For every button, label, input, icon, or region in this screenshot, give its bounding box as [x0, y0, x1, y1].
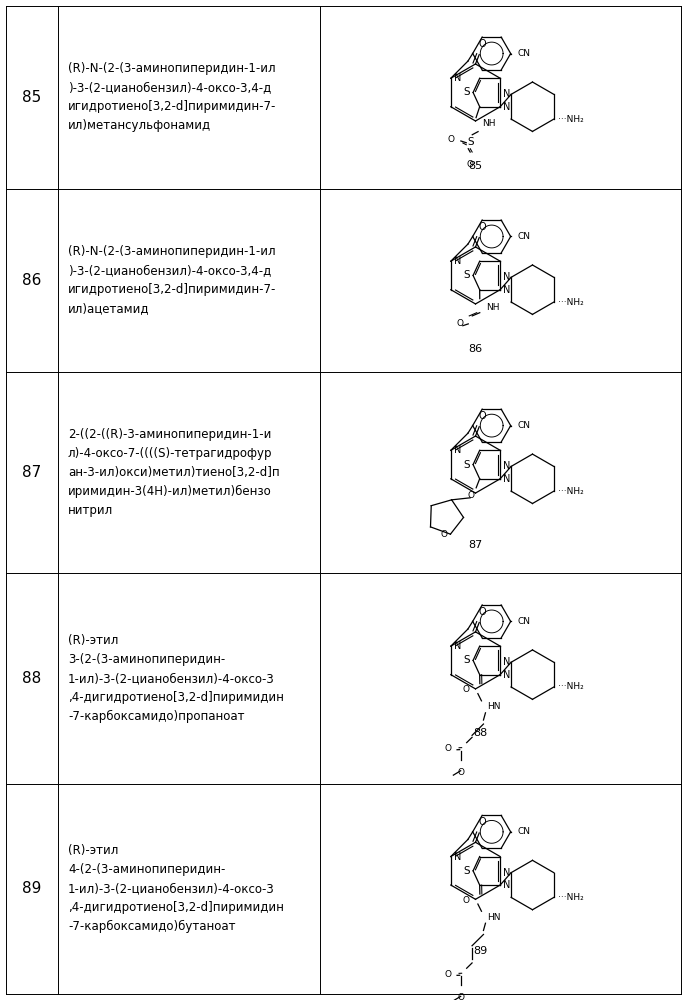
Text: N: N [503, 474, 510, 484]
Text: O: O [466, 160, 473, 169]
Text: 86: 86 [469, 344, 482, 354]
Text: N: N [503, 657, 510, 667]
Text: S: S [464, 655, 471, 665]
Text: S: S [464, 866, 471, 876]
Text: N: N [453, 852, 461, 862]
Text: N: N [503, 102, 510, 112]
Text: S: S [464, 460, 471, 470]
Text: HN: HN [488, 702, 501, 711]
Text: 85: 85 [469, 161, 482, 171]
Text: N: N [503, 89, 510, 99]
Text: (R)-этил
3-(2-(3-аминопиперидин-
1-ил)-3-(2-цианобензил)-4-оксо-3
,4-дигидротиен: (R)-этил 3-(2-(3-аминопиперидин- 1-ил)-3… [68, 634, 284, 723]
Text: O: O [478, 39, 486, 49]
Text: CN: CN [517, 827, 530, 836]
Text: O: O [456, 319, 463, 328]
Text: ···NH₂: ···NH₂ [558, 298, 583, 307]
Text: HN: HN [488, 913, 501, 922]
Text: 85: 85 [23, 90, 42, 105]
Text: 88: 88 [473, 728, 488, 738]
Text: N: N [503, 880, 510, 890]
Text: S: S [467, 137, 473, 147]
Text: 89: 89 [473, 946, 488, 956]
Text: ···NH₂: ···NH₂ [558, 682, 583, 691]
Text: (R)-N-(2-(3-аминопиперидин-1-ил
)-3-(2-цианобензил)-4-оксо-3,4-д
игидротиено[3,2: (R)-N-(2-(3-аминопиперидин-1-ил )-3-(2-ц… [68, 245, 276, 315]
Text: O: O [463, 685, 470, 694]
Text: 87: 87 [23, 465, 42, 480]
Text: (R)-этил
4-(2-(3-аминопиперидин-
1-ил)-3-(2-цианобензил)-4-оксо-3
,4-дигидротиен: (R)-этил 4-(2-(3-аминопиперидин- 1-ил)-3… [68, 844, 284, 933]
Text: O: O [478, 411, 486, 421]
Text: N: N [503, 461, 510, 471]
Text: ···NH₂: ···NH₂ [558, 115, 583, 124]
Text: O: O [468, 491, 475, 500]
Text: CN: CN [517, 232, 530, 241]
Text: ···NH₂: ···NH₂ [558, 487, 583, 496]
Text: N: N [453, 256, 461, 266]
Text: N: N [453, 445, 461, 455]
Text: NH: NH [486, 303, 499, 312]
Text: N: N [453, 73, 461, 83]
Text: 87: 87 [469, 540, 483, 550]
Text: O: O [440, 530, 447, 539]
Text: N: N [503, 272, 510, 282]
Text: O: O [444, 744, 451, 753]
Text: S: S [464, 270, 471, 280]
Text: O: O [444, 970, 451, 979]
Text: CN: CN [517, 49, 530, 58]
Text: N: N [503, 285, 510, 295]
Text: S: S [464, 87, 471, 97]
Text: O: O [448, 135, 455, 144]
Text: CN: CN [517, 421, 530, 430]
Text: O: O [478, 607, 486, 617]
Text: O: O [457, 993, 464, 1000]
Text: O: O [478, 222, 486, 232]
Text: O: O [478, 817, 486, 827]
Text: N: N [453, 641, 461, 651]
Text: 88: 88 [23, 671, 42, 686]
Text: (R)-N-(2-(3-аминопиперидин-1-ил
)-3-(2-цианобензил)-4-оксо-3,4-д
игидротиено[3,2: (R)-N-(2-(3-аминопиперидин-1-ил )-3-(2-ц… [68, 62, 276, 132]
Text: N: N [503, 670, 510, 680]
Text: O: O [457, 768, 464, 777]
Text: O: O [463, 896, 470, 905]
Text: NH: NH [482, 119, 495, 128]
Text: CN: CN [517, 617, 530, 626]
Text: 86: 86 [22, 273, 42, 288]
Text: 2-((2-((R)-3-аминопиперидин-1-и
л)-4-оксо-7-((((S)-тетрагидрофур
ан-3-ил)окси)ме: 2-((2-((R)-3-аминопиперидин-1-и л)-4-окс… [68, 428, 280, 517]
Text: 89: 89 [22, 881, 42, 896]
Text: ···NH₂: ···NH₂ [558, 893, 583, 902]
Text: N: N [503, 868, 510, 878]
